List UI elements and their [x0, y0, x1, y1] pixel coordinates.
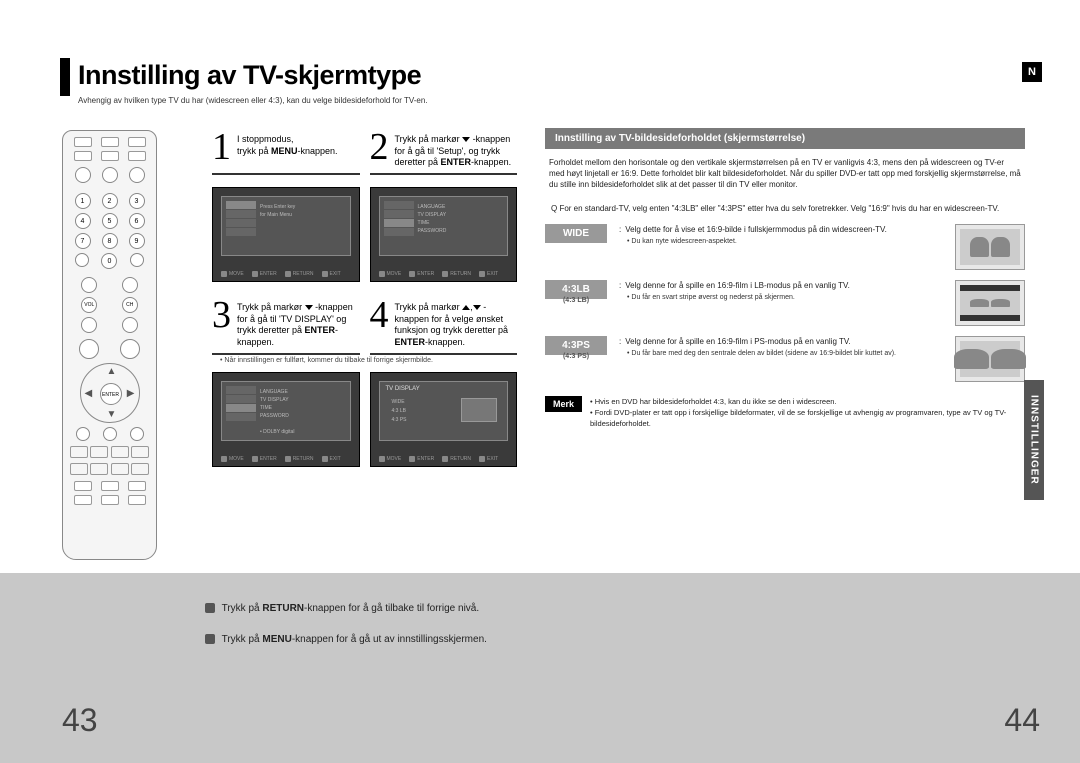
option-4-3-lb: 4:3LB (4:3 LB) :Velg denne for å spille …: [545, 280, 1025, 326]
step-3-text: Trykk på markør -knappen for å gå til 'T…: [237, 296, 360, 349]
arrow-up-icon: [462, 305, 470, 310]
page-subtitle: Avhengig av hvilken type TV du har (wide…: [78, 96, 428, 105]
arrow-down-icon: [473, 305, 481, 310]
merk-note: Merk • Hvis en DVD har bildesideforholde…: [545, 396, 1025, 430]
bottom-footer-area: Trykk på RETURN-knappen for å gå tilbake…: [0, 573, 1080, 763]
step-1-text: I stoppmodus, trykk på MENU-knappen.: [237, 128, 360, 157]
step-2-number: 2: [370, 128, 389, 166]
arrow-down-icon: [462, 137, 470, 142]
step-2-text: Trykk på markør -knappen for å gå til 'S…: [395, 128, 518, 169]
n-badge: N: [1022, 62, 1042, 82]
step-4-number: 4: [370, 296, 389, 334]
option-4-3-ps: 4:3PS (4:3 PS) :Velg denne for å spille …: [545, 336, 1025, 382]
screenshot-2: LANGUAGETV DISPLAYTIMEPASSWORD MOVE ENTE…: [370, 187, 518, 282]
vertical-section-tab: INNSTILLINGER: [1024, 380, 1044, 500]
option-wide: WIDE :Velg dette for å vise et 16:9-bild…: [545, 224, 1025, 270]
page-title: Innstilling av TV-skjermtype: [78, 60, 421, 91]
right-section-header: Innstilling av TV-bildesideforholdet (sk…: [545, 128, 1025, 149]
page-number-left: 43: [62, 702, 98, 739]
screenshot-4: TV DISPLAY WIDE4:3 LB4:3 PS MOVE ENTER R…: [370, 372, 518, 467]
step-1: 1 I stoppmodus, trykk på MENU-knappen.: [212, 128, 360, 175]
button-icon: [205, 634, 215, 644]
tv-ps-illustration: [955, 336, 1025, 382]
merk-label: Merk: [545, 396, 582, 412]
return-instruction: Trykk på RETURN-knappen for å gå tilbake…: [205, 601, 487, 616]
remote-control-illustration: 123 456 789 0 VOLCH ▲ ▼ ◀ ▶ ENTER: [62, 130, 157, 560]
title-marker: [60, 58, 70, 96]
screenshot-3: LANGUAGETV DISPLAYTIMEPASSWORD• DOLBY di…: [212, 372, 360, 467]
option-lb-sublabel: (4:3 LB): [545, 297, 607, 304]
option-ps-desc: :Velg denne for å spille en 16:9-film i …: [619, 336, 943, 359]
step-3-number: 3: [212, 296, 231, 334]
right-intro-text: Forholdet mellom den horisontale og den …: [545, 149, 1025, 199]
merk-text: • Hvis en DVD har bildesideforholdet 4:3…: [590, 396, 1025, 430]
step-4-text: Trykk på markør , -knappen for å velge ø…: [395, 296, 518, 349]
screenshot-1: Press Enter keyfor Main Menu MOVE ENTER …: [212, 187, 360, 282]
right-q-text: Q For en standard-TV, velg enten "4:3LB"…: [545, 199, 1025, 224]
menu-instruction: Trykk på MENU-knappen for å gå ut av inn…: [205, 632, 487, 647]
step-1-number: 1: [212, 128, 231, 166]
arrow-down-icon: [305, 305, 313, 310]
page-number-right: 44: [1004, 702, 1040, 739]
option-lb-desc: :Velg denne for å spille en 16:9-film i …: [619, 280, 943, 303]
step-4: 4 Trykk på markør , -knappen for å velge…: [370, 296, 518, 355]
tv-lb-illustration: [955, 280, 1025, 326]
option-wide-desc: :Velg dette for å vise et 16:9-bilde i f…: [619, 224, 943, 247]
step-note: • Når innstillingen er fullført, kommer …: [212, 357, 517, 364]
tv-wide-illustration: [955, 224, 1025, 270]
option-ps-sublabel: (4:3 PS): [545, 353, 607, 360]
step-2: 2 Trykk på markør -knappen for å gå til …: [370, 128, 518, 175]
remote-enter-button: ENTER: [100, 383, 122, 405]
option-wide-label: WIDE: [545, 224, 607, 243]
button-icon: [205, 603, 215, 613]
step-3: 3 Trykk på markør -knappen for å gå til …: [212, 296, 360, 355]
